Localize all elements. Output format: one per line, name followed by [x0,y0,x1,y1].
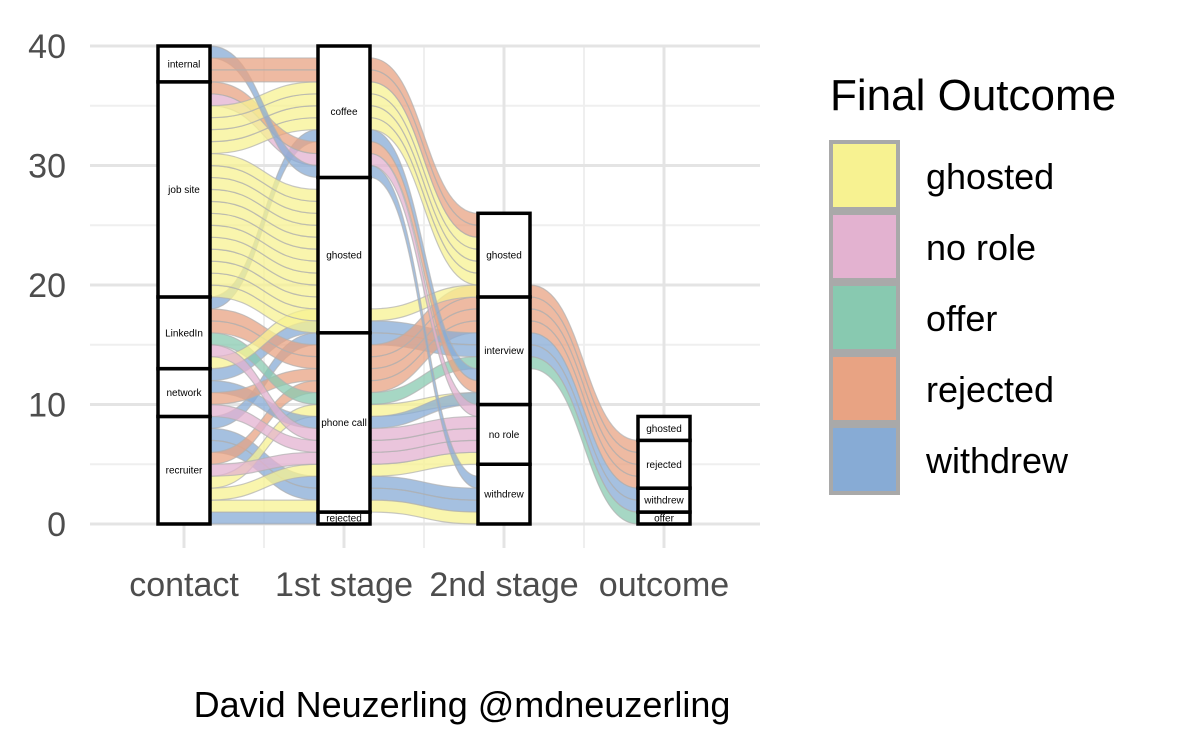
strata: recruiter network LinkedIn job site internal… [156,44,692,526]
stratum-box [156,44,212,84]
y-axis: 0 10 20 30 40 [28,28,66,544]
flow-ghosted [209,499,319,513]
stratum-label: rejected [326,514,362,525]
stratum-box [636,438,692,490]
legend-swatch [829,211,900,282]
y-tick-label: 30 [28,148,66,186]
legend: Final Outcome ghosted no role offer rejecte… [829,71,1116,495]
flows [209,45,639,525]
stratum-label: no role [489,430,520,441]
stratum-label: ghosted [646,424,682,435]
x-tick-label: contact [129,566,239,604]
legend-label: no role [926,227,1036,268]
caption: David Neuzerling @mdneuzerling [194,684,731,725]
legend-label: rejected [926,369,1054,410]
stratum-box [476,462,532,526]
y-tick-label: 20 [28,267,66,305]
stratum-box [476,295,532,407]
stratum-box [316,44,372,180]
x-axis: contact 1st stage 2nd stage outcome [129,566,729,604]
stratum-label: withdrew [483,490,524,501]
stratum-box [156,414,212,526]
y-tick-label: 0 [47,506,66,544]
stratum-box [476,402,532,466]
legend-swatch [829,353,900,424]
x-tick-label: outcome [599,566,729,604]
stratum-box [316,175,372,335]
stratum-label: offer [654,514,674,525]
stratum-box [316,331,372,514]
y-tick-label: 40 [28,28,66,66]
flow-rejected [209,69,319,83]
stratum-label: withdrew [643,496,684,507]
stratum-label: ghosted [326,251,362,262]
y-tick-label: 10 [28,387,66,425]
legend-swatch [829,424,900,495]
legend-swatch [829,140,900,211]
legend-label: offer [926,298,997,339]
x-tick-label: 1st stage [275,566,413,604]
legend-label: ghosted [926,156,1054,197]
x-tick-label: 2nd stage [429,566,578,604]
stratum-label: coffee [330,107,357,118]
legend-swatch [829,282,900,353]
stratum-box [476,211,532,299]
stratum-label: internal [168,59,201,70]
stratum-label: network [166,388,202,399]
legend-label: withdrew [925,440,1069,481]
stratum-label: ghosted [486,251,522,262]
stratum-label: rejected [646,460,682,471]
stratum-label: phone call [321,418,367,429]
flow-withdrew [209,511,319,525]
stratum-label: recruiter [166,466,203,477]
stratum-label: LinkedIn [165,328,203,339]
legend-title: Final Outcome [830,71,1116,120]
stratum-label: job site [167,185,200,196]
stratum-label: interview [484,346,524,357]
flow-rejected [209,57,319,71]
stratum-box [636,414,692,443]
